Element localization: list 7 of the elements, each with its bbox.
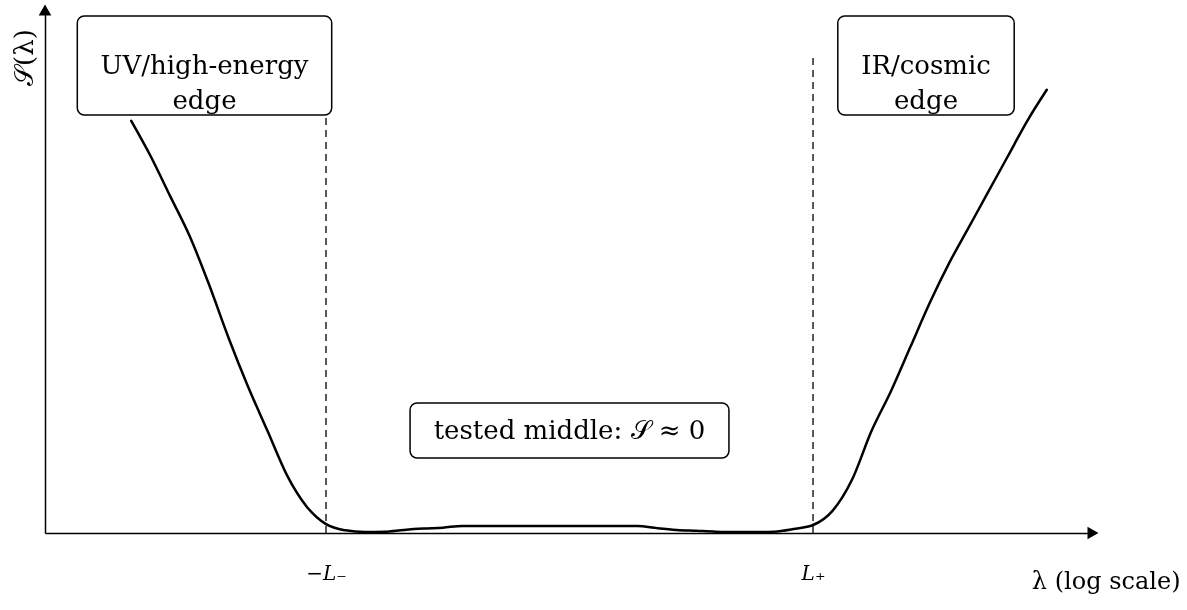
x-axis-title: λ (log scale) xyxy=(1031,566,1181,595)
annotation: IR/cosmic edge xyxy=(861,49,991,115)
x-tick-label: −L₋ xyxy=(306,560,347,585)
annotation: tested middle: 𝒮 ≈ 0 xyxy=(433,414,706,445)
x-tick-label: L₊ xyxy=(800,560,826,585)
y-axis-title: 𝒮(λ) xyxy=(8,29,39,86)
annotation: UV/high-energy edge xyxy=(100,49,309,115)
